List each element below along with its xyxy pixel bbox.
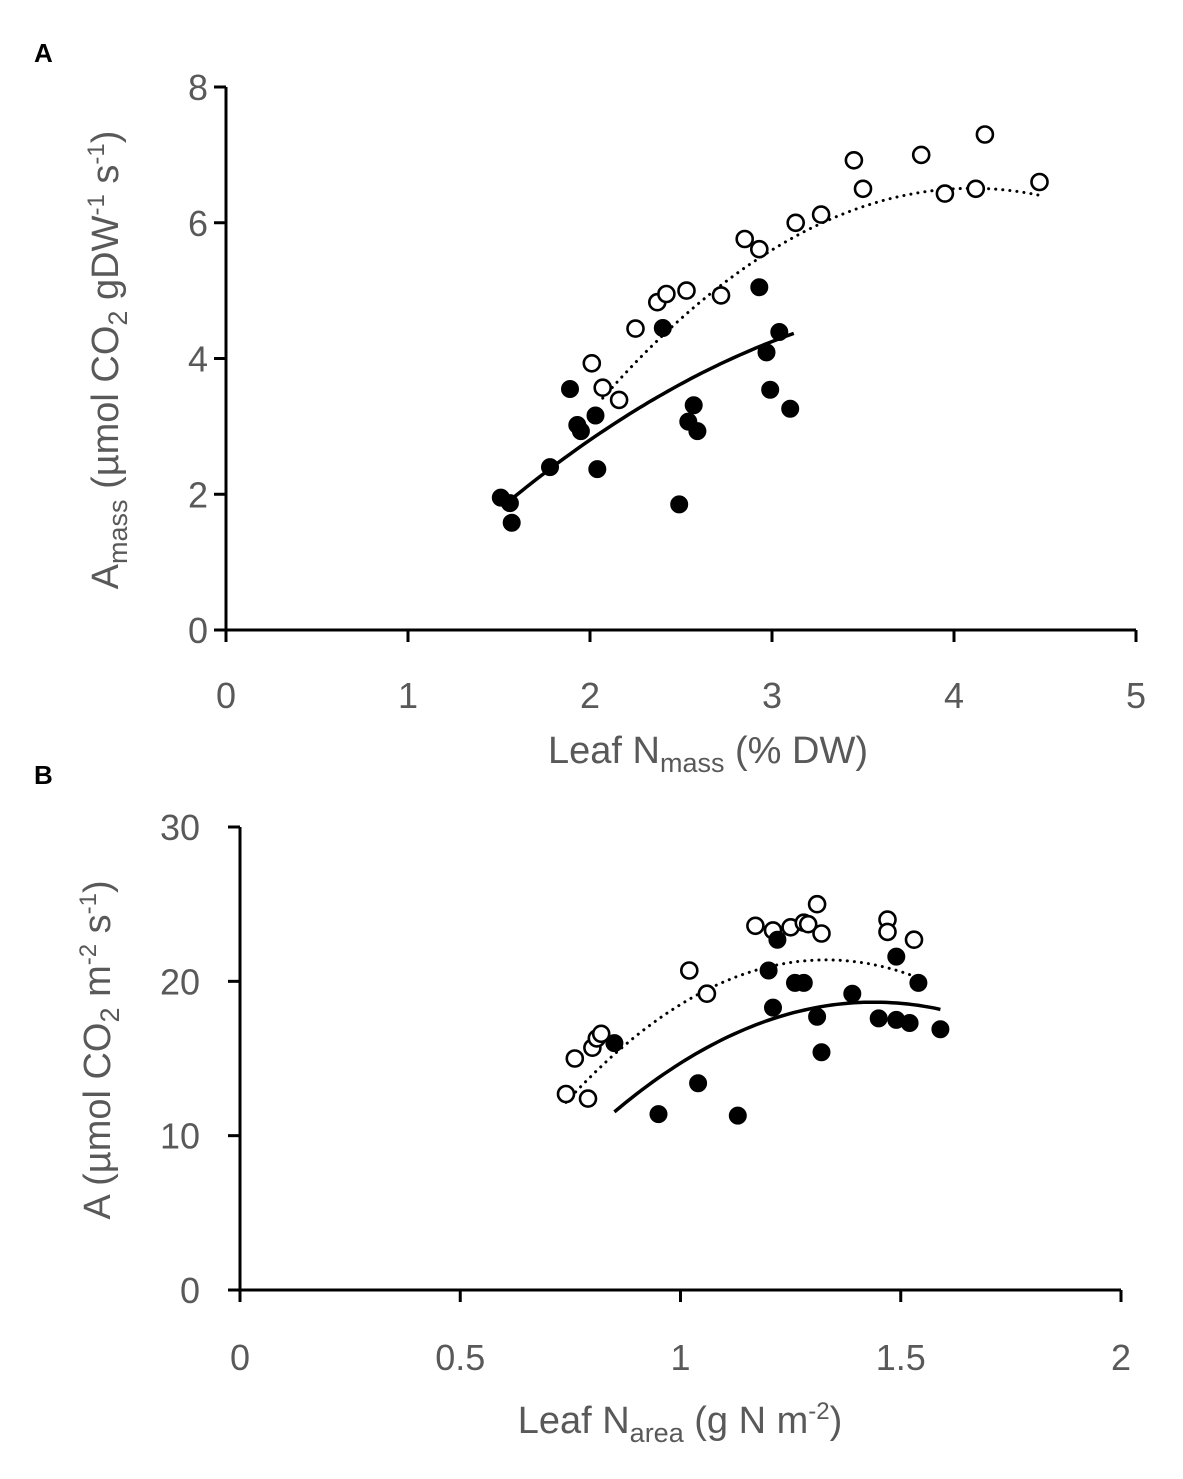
- panel-b-filled-point: [649, 1105, 668, 1124]
- panel-b-axes: 0 10 20 30 0 0.5 1 1.5 2: [160, 807, 1131, 1378]
- panel-a-open-point: [711, 286, 731, 305]
- panel-a: A 0 2 4 6 8 0 1 2 3 4 5 Amass (µmol CO2 gDW-1 s-1)…: [34, 38, 1146, 778]
- panel-a-x-tick-label: 2: [580, 675, 600, 716]
- panel-b-open-point: [904, 930, 924, 950]
- panel-b-y-tick-label: 10: [160, 1116, 200, 1157]
- panel-a-open-point: [735, 229, 755, 249]
- panel-a-open-point: [677, 281, 696, 300]
- panel-b-open-point: [746, 916, 765, 936]
- panel-a-filled-fit-line: [501, 331, 795, 508]
- panel-a-filled-point: [670, 495, 689, 514]
- panel-b-x-axis-title: Leaf Narea (g N m-2): [518, 1398, 843, 1448]
- panel-a-filled-point: [588, 460, 607, 479]
- panel-a-axes: 0 2 4 6 8 0 1 2 3 4 5: [188, 67, 1146, 716]
- panel-a-open-point: [935, 184, 955, 203]
- panel-a-x-tick-label: 1: [398, 675, 418, 716]
- panel-b-open-point: [591, 1024, 611, 1044]
- panel-b-filled-point: [812, 1043, 831, 1062]
- panel-b-filled-point: [909, 973, 928, 992]
- panel-a-y-axis-title: Amass (µmol CO2 gDW-1 s-1): [83, 131, 133, 590]
- panel-a-points: [491, 125, 1049, 532]
- panel-b-open-point: [807, 894, 827, 914]
- panel-b-filled-point: [808, 1007, 827, 1026]
- panel-b-filled-point: [900, 1014, 919, 1032]
- panel-a-filled-point: [561, 380, 579, 398]
- panel-b-filled-point: [759, 961, 778, 980]
- panel-a-filled-point: [653, 319, 672, 337]
- panel-a-open-point: [966, 179, 986, 199]
- panel-a-filled-point: [502, 513, 521, 532]
- panel-b-filled-point: [869, 1009, 888, 1028]
- panel-a-filled-point: [586, 406, 605, 425]
- panel-b-filled-point: [689, 1074, 708, 1093]
- panel-b-open-point: [565, 1049, 585, 1068]
- panel-a-open-point: [1030, 172, 1049, 192]
- panel-b-filled-point: [843, 984, 862, 1003]
- panel-b-filled-fit-line: [613, 1000, 941, 1114]
- panel-b-filled-point: [605, 1034, 624, 1053]
- panel-a-open-point: [811, 205, 831, 224]
- panel-b-fit-lines: [564, 958, 941, 1114]
- panel-b-x-tick-label: 0.5: [435, 1337, 485, 1378]
- panel-a-y-tick-label: 4: [188, 339, 208, 380]
- panel-b-open-point: [798, 914, 818, 934]
- panel-a-open-point: [626, 319, 645, 338]
- panel-a-open-point: [582, 353, 602, 373]
- panel-b-x-tick-label: 1: [670, 1337, 690, 1378]
- panel-a-open-point: [749, 239, 769, 259]
- panel-b-y-axis-title: A (µmol CO2 m-2 s-1): [75, 880, 125, 1219]
- panel-b-open-point: [556, 1084, 576, 1104]
- panel-a-filled-point: [688, 422, 707, 441]
- panel-a-open-point: [786, 213, 806, 233]
- panel-b-open-point: [578, 1089, 598, 1108]
- panel-a-filled-point: [541, 458, 559, 477]
- panel-a-y-tick-label: 6: [188, 203, 208, 244]
- panel-a-filled-point: [684, 396, 703, 415]
- panel-b-x-tick-label: 1.5: [876, 1337, 926, 1378]
- panel-a-open-point: [657, 284, 676, 304]
- panel-a-x-tick-label: 4: [944, 675, 964, 716]
- panel-a-x-tick-label: 3: [762, 675, 782, 716]
- panel-b-x-tick-label: 0: [230, 1337, 250, 1378]
- panel-a-open-point: [911, 145, 931, 165]
- panel-b-x-tick-label: 2: [1111, 1337, 1131, 1378]
- panel-b-filled-point: [728, 1106, 747, 1125]
- panel-b-filled-point: [768, 930, 787, 949]
- panel-a-open-point: [609, 390, 629, 410]
- panel-a-filled-point: [757, 343, 776, 362]
- panel-a-x-tick-label: 0: [216, 675, 236, 716]
- panel-b-y-tick-label: 20: [160, 961, 200, 1002]
- panel-b-filled-point: [794, 973, 813, 992]
- panel-b-open-point: [878, 922, 897, 942]
- panel-b-filled-point: [764, 998, 782, 1017]
- panel-a-open-point: [844, 151, 864, 170]
- panel-a-y-tick-label: 2: [188, 474, 208, 515]
- panel-a-open-point: [593, 378, 613, 398]
- panel-a-label: A: [34, 38, 53, 68]
- panel-b-y-tick-label: 30: [160, 807, 200, 848]
- panel-a-filled-point: [761, 380, 780, 399]
- panel-b-y-tick-label: 0: [180, 1270, 200, 1311]
- panel-a-open-point: [853, 179, 873, 199]
- panel-b-filled-point: [931, 1020, 950, 1039]
- panel-a-x-tick-label: 5: [1126, 675, 1146, 716]
- panel-a-open-point: [975, 125, 995, 144]
- panel-b-open-point: [697, 984, 717, 1004]
- panel-b-filled-point: [887, 947, 906, 966]
- panel-a-filled-point: [781, 399, 800, 418]
- panel-b-open-point: [812, 924, 831, 943]
- panel-a-y-tick-label: 8: [188, 67, 208, 108]
- panel-a-filled-point: [571, 422, 590, 441]
- panel-b-open-point: [679, 961, 699, 980]
- panel-a-filled-point: [750, 278, 769, 297]
- panel-a-x-axis-title: Leaf Nmass (% DW): [548, 730, 868, 778]
- panel-b-points: [556, 894, 950, 1125]
- panel-b-label: B: [34, 760, 53, 790]
- panel-a-filled-point: [500, 494, 519, 513]
- panel-a-y-tick-label: 0: [188, 610, 208, 651]
- panel-a-filled-point: [770, 323, 789, 341]
